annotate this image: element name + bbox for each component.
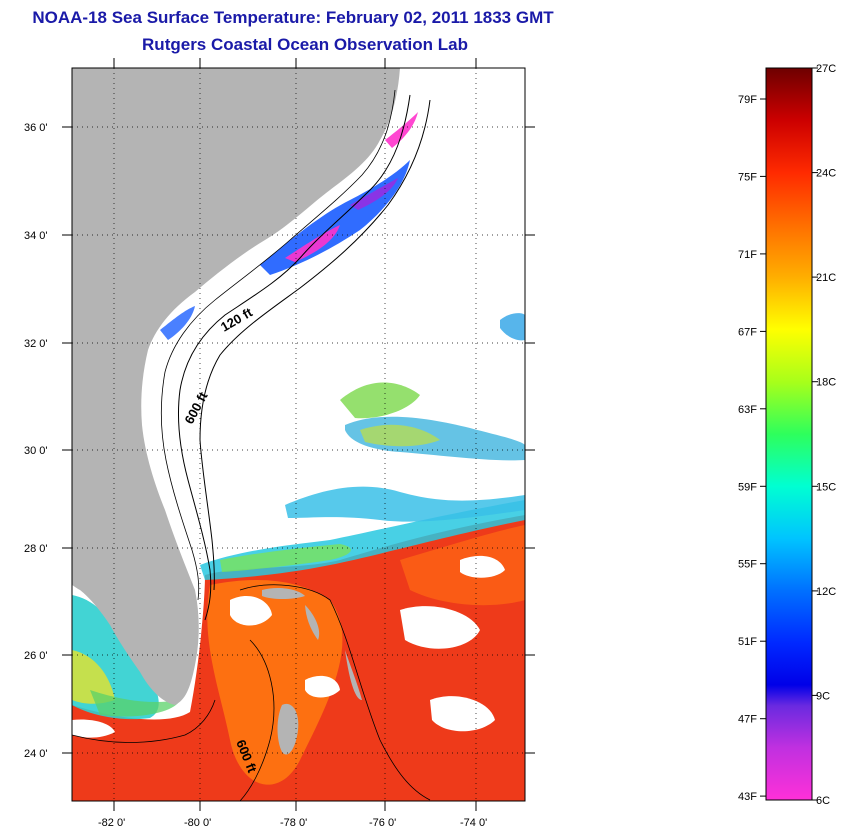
colorbar-f-label: 59F (738, 481, 757, 493)
colorbar-f-label: 51F (738, 636, 757, 648)
lat-label-26: 26 0' (24, 650, 48, 662)
colorbar-f-label: 75F (738, 171, 757, 183)
lat-label-36: 36 0' (24, 122, 48, 134)
map-frame (71, 67, 526, 802)
colorbar-f-label: 63F (738, 404, 757, 416)
mid-ocean-patch-2 (340, 382, 420, 419)
land-bahamas-abaco (305, 605, 320, 640)
cloud-blob-6 (72, 719, 115, 738)
cold-water-magenta-2 (385, 112, 418, 148)
colorbar-fahrenheit-labels: 79F 75F 71F 67F 63F 59F 55F 51F 47F 43F (738, 94, 766, 803)
colorbar-celsius-labels: 27C 24C 21C 18C 15C 12C 9C 6C (812, 63, 836, 807)
colorbar-c-label: 24C (816, 168, 836, 180)
front-green (220, 544, 351, 572)
cloud-blob-3 (305, 675, 340, 698)
orange-water-band (207, 580, 343, 785)
cold-water-magenta-1 (285, 225, 340, 262)
cloud-blob-5 (460, 555, 505, 578)
colorbar-f-label: 43F (738, 791, 757, 803)
lon-label-80: -80 0' (184, 817, 211, 829)
colorbar-c-label: 6C (816, 795, 830, 807)
lat-label-32: 32 0' (24, 338, 48, 350)
mid-ocean-patch-4 (360, 424, 440, 447)
contour-600ft (199, 99, 431, 591)
frame-ticks (62, 58, 535, 811)
cold-water-purple (350, 178, 398, 210)
colorbar-c-label: 21C (816, 272, 836, 284)
mid-ocean-patch-1 (285, 486, 525, 522)
colorbar-c-label: 18C (816, 377, 836, 389)
colorbar-c-label: 15C (816, 481, 836, 493)
lat-label-34: 34 0' (24, 230, 48, 242)
cold-water-south-carolina (160, 306, 195, 340)
map-plot-area: 120 ft 600 ft 600 ft (72, 68, 525, 801)
land-bahamas-grand (262, 587, 305, 599)
offshore-patch-ne (500, 313, 525, 341)
colorbar-f-label: 71F (738, 249, 757, 261)
colorbar-c-label: 12C (816, 586, 836, 598)
map-subtitle: Rutgers Coastal Ocean Observation Lab (142, 35, 468, 54)
contour-florida-keys (72, 699, 216, 743)
cloud-blob-1 (230, 595, 272, 626)
colorbar-scale (765, 67, 813, 801)
colorbar: 79F 75F 71F 67F 63F 59F 55F 51F 47F 43F 27C 24C 21C… (738, 63, 836, 807)
grid-lines (72, 68, 525, 801)
lat-label-30: 30 0' (24, 445, 48, 457)
lat-label-24: 24 0' (24, 748, 48, 760)
cold-water-carolina (260, 160, 410, 275)
lon-label-78: -78 0' (280, 817, 307, 829)
land-bahamas-eleuthera (345, 650, 362, 700)
lat-label-28: 28 0' (24, 543, 48, 555)
lon-label-74: -74 0' (460, 817, 487, 829)
colorbar-f-label: 47F (738, 714, 757, 726)
lon-label-82: -82 0' (98, 817, 125, 829)
land-bahamas-andros (277, 703, 299, 755)
yellow-water-florida-west (72, 650, 115, 704)
cloud-blob-2 (400, 606, 480, 649)
colorbar-c-label: 27C (816, 63, 836, 75)
contour-bahamas-inner (239, 639, 275, 801)
colorbar-f-label: 67F (738, 326, 757, 338)
lon-label-76: -76 0' (369, 817, 396, 829)
colorbar-f-label: 55F (738, 559, 757, 571)
cloud-blob-4 (430, 696, 495, 732)
land-us-southeast (72, 68, 400, 705)
contour-bahamas (239, 584, 431, 801)
colorbar-c-label: 9C (816, 690, 830, 702)
cool-water-keys-band (90, 690, 180, 717)
colorbar-f-label: 79F (738, 94, 757, 106)
map-title: NOAA-18 Sea Surface Temperature: Februar… (32, 8, 554, 27)
contour-inner-coast (160, 89, 396, 601)
contour-120ft (177, 94, 411, 621)
